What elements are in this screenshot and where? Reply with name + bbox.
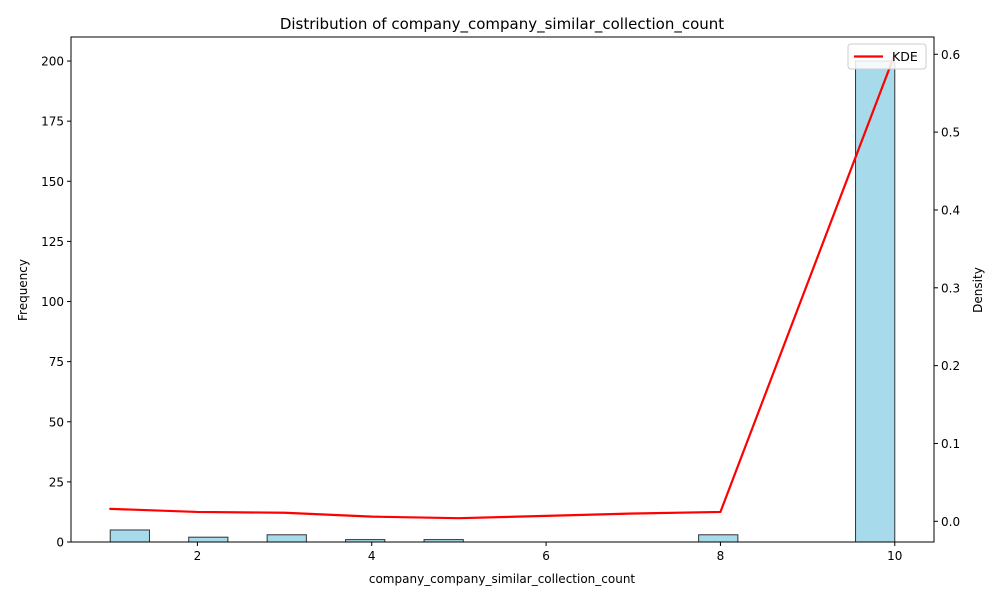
x-tick-label: 10	[887, 549, 902, 563]
tick-labels: 2 4 6 8 1002550751001251501752000.00.10.20.3…	[41, 48, 960, 563]
kde-line	[109, 53, 896, 520]
chart-title: Distribution of company_company_similar_…	[280, 15, 724, 34]
histogram-bar-15	[698, 534, 739, 543]
kde-series	[109, 53, 896, 520]
legend-box	[847, 43, 927, 70]
legend: KDE	[847, 43, 927, 70]
x-tick-label: 6	[542, 549, 550, 563]
y2-tick-label: 0.2	[941, 359, 960, 373]
histogram-bar-4	[266, 534, 307, 543]
y2-tick-label: 0.1	[941, 437, 960, 451]
x-tick-label: 2	[194, 549, 202, 563]
x-tick-label: 4	[368, 549, 376, 563]
y-tick-label: 200	[41, 55, 64, 69]
x-axis-label: company_company_similar_collection_count	[369, 572, 636, 586]
y2-tick-label: 0.3	[941, 281, 960, 295]
x-tick-label: 8	[717, 549, 725, 563]
y-tick-label: 100	[41, 295, 64, 309]
y-tick-label: 0	[56, 536, 64, 550]
y2-tick-label: 0.4	[941, 203, 960, 217]
axes	[70, 36, 935, 543]
y-tick-label: 175	[41, 115, 64, 129]
y2-axis-label: Density	[971, 267, 985, 313]
y-tick-label: 150	[41, 175, 64, 189]
y-axis-label: Frequency	[16, 259, 30, 321]
plot-frame	[70, 36, 935, 543]
y-tick-label: 50	[49, 415, 64, 429]
y-tick-label: 75	[49, 355, 64, 369]
y-tick-label: 125	[41, 235, 64, 249]
y-tick-label: 25	[49, 475, 64, 489]
y2-tick-label: 0.5	[941, 126, 960, 140]
legend-kde-label: KDE	[892, 49, 918, 64]
histogram-bar-2	[188, 536, 229, 543]
histogram-bar-19	[855, 60, 896, 543]
histogram-bar-0	[109, 529, 150, 543]
y2-tick-label: 0.0	[941, 515, 960, 529]
y2-tick-label: 0.6	[941, 48, 960, 62]
